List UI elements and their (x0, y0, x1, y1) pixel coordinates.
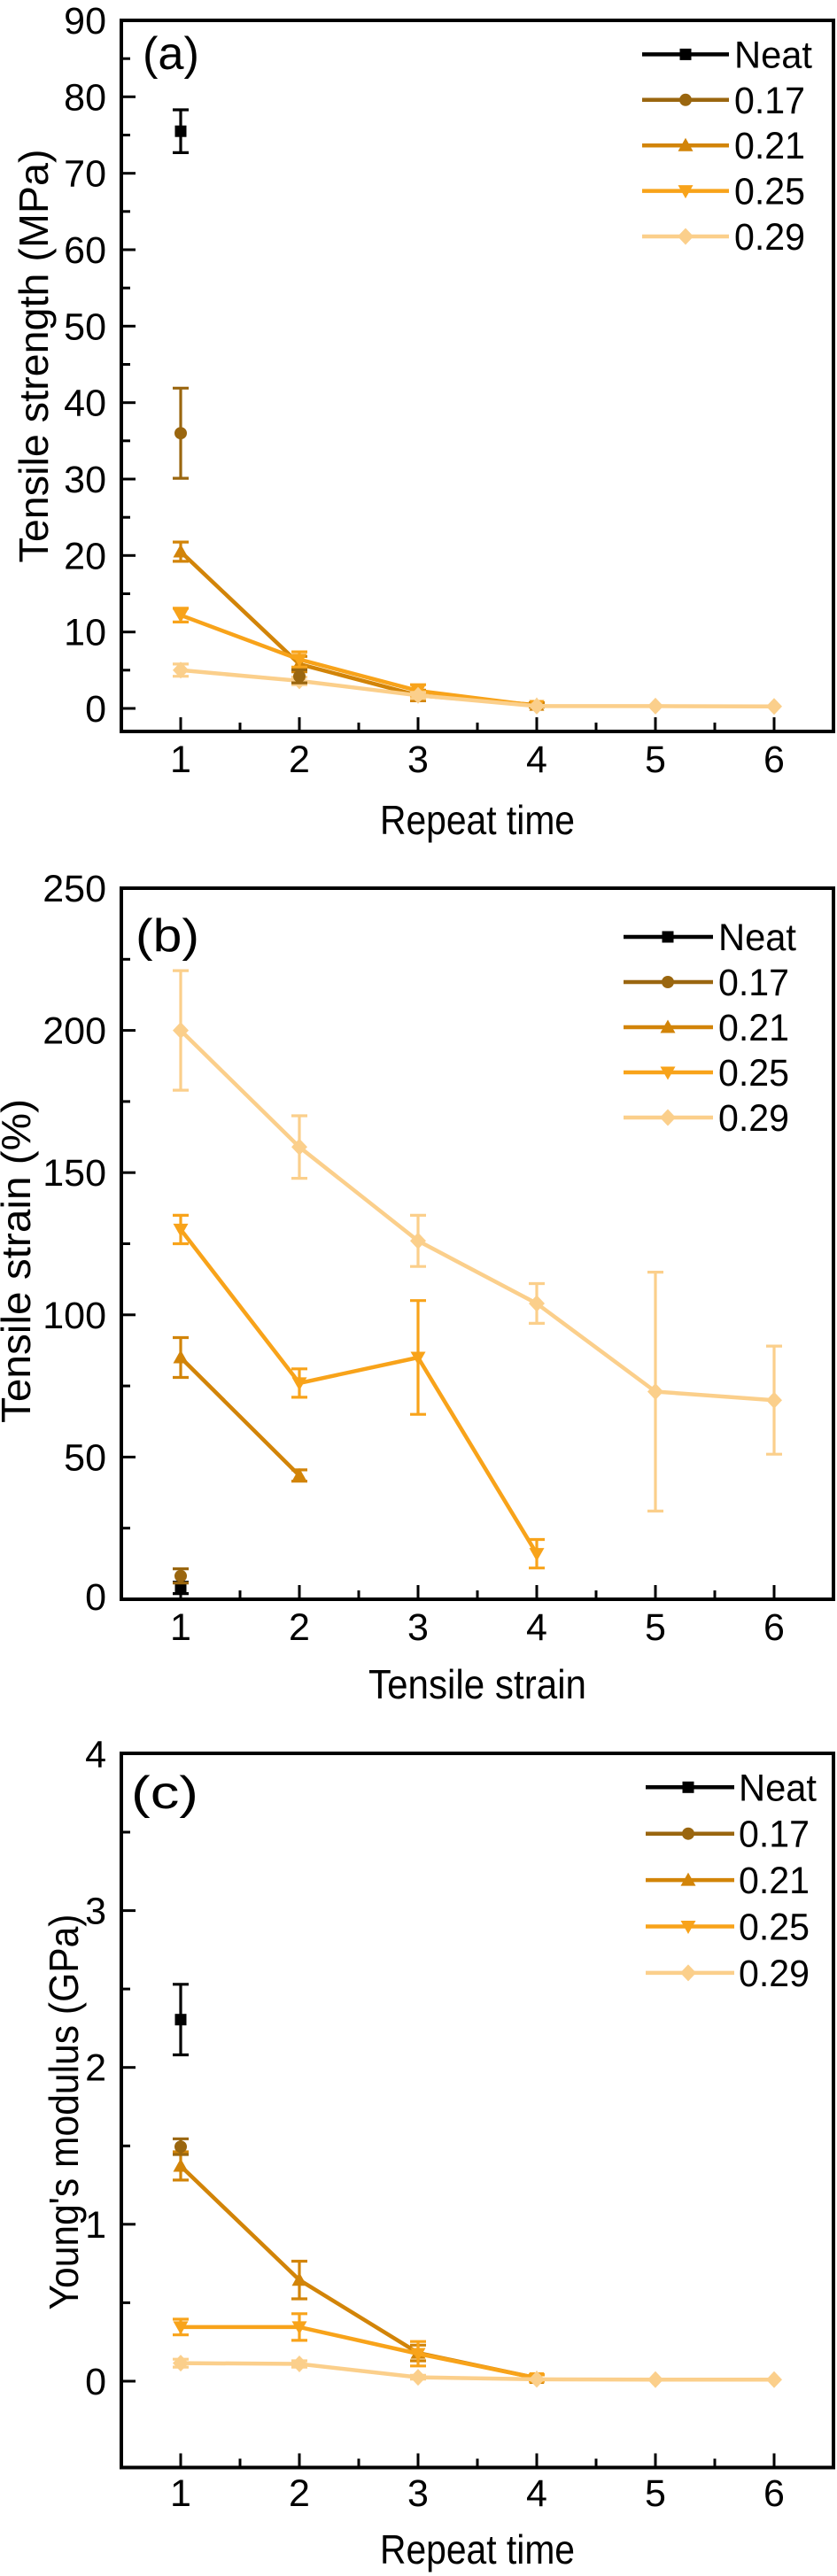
svg-text:30: 30 (64, 459, 106, 501)
svg-text:10: 10 (64, 612, 106, 654)
svg-text:(a): (a) (143, 28, 199, 80)
svg-text:6: 6 (763, 739, 785, 781)
svg-text:200: 200 (43, 1010, 106, 1053)
svg-text:50: 50 (64, 306, 106, 348)
svg-text:20: 20 (64, 535, 106, 577)
svg-text:6: 6 (763, 1606, 785, 1649)
svg-text:70: 70 (64, 153, 106, 196)
svg-text:0.17: 0.17 (739, 1814, 810, 1856)
svg-text:1: 1 (85, 2204, 106, 2247)
svg-text:40: 40 (64, 383, 106, 425)
svg-text:Young's modulus (GPa): Young's modulus (GPa) (41, 1915, 87, 2310)
svg-text:Repeat time: Repeat time (380, 797, 575, 843)
svg-text:0.29: 0.29 (734, 216, 805, 259)
svg-text:3: 3 (407, 2472, 429, 2515)
svg-text:Neat: Neat (739, 1767, 817, 1809)
svg-text:Tensile strain (%): Tensile strain (%) (0, 1099, 39, 1423)
svg-text:5: 5 (645, 739, 666, 781)
svg-text:0: 0 (85, 688, 106, 731)
svg-text:80: 80 (64, 76, 106, 119)
svg-text:4: 4 (526, 739, 547, 781)
svg-text:(b): (b) (136, 910, 199, 962)
svg-text:3: 3 (85, 1891, 106, 1933)
svg-text:0.25: 0.25 (739, 1907, 810, 1949)
svg-text:1: 1 (170, 2472, 191, 2515)
svg-text:2: 2 (289, 739, 310, 781)
svg-text:5: 5 (645, 2472, 666, 2515)
svg-text:250: 250 (43, 868, 106, 910)
svg-text:4: 4 (526, 2472, 547, 2515)
svg-text:2: 2 (85, 2047, 106, 2090)
svg-text:3: 3 (407, 1606, 429, 1649)
svg-text:0.29: 0.29 (739, 1953, 810, 1995)
svg-text:2: 2 (289, 2472, 310, 2515)
svg-text:3: 3 (407, 739, 429, 781)
svg-text:Neat: Neat (718, 917, 796, 959)
svg-text:Repeat time: Repeat time (380, 2526, 575, 2572)
svg-text:0.29: 0.29 (718, 1097, 789, 1140)
svg-text:0.25: 0.25 (718, 1052, 789, 1095)
svg-text:100: 100 (43, 1295, 106, 1337)
svg-text:Neat: Neat (734, 34, 812, 76)
svg-text:6: 6 (763, 2472, 785, 2515)
svg-text:0.17: 0.17 (734, 80, 805, 122)
svg-text:4: 4 (526, 1606, 547, 1649)
svg-text:90: 90 (64, 0, 106, 43)
svg-text:0: 0 (85, 1576, 106, 1619)
svg-text:0: 0 (85, 2361, 106, 2403)
svg-text:5: 5 (645, 1606, 666, 1649)
svg-text:0.25: 0.25 (734, 171, 805, 213)
svg-text:Tensile strength (MPa): Tensile strength (MPa) (11, 150, 57, 563)
svg-text:Tensile strain: Tensile strain (368, 1661, 586, 1707)
svg-text:0.21: 0.21 (734, 125, 805, 167)
svg-text:50: 50 (64, 1436, 106, 1479)
svg-text:(c): (c) (131, 1768, 198, 1819)
svg-text:150: 150 (43, 1152, 106, 1195)
svg-text:0.21: 0.21 (739, 1860, 810, 1902)
svg-text:2: 2 (289, 1606, 310, 1649)
svg-text:0.21: 0.21 (718, 1007, 789, 1049)
svg-text:0.17: 0.17 (718, 962, 789, 1004)
svg-text:4: 4 (85, 1733, 106, 1775)
svg-text:60: 60 (64, 229, 106, 272)
svg-text:1: 1 (170, 739, 191, 781)
svg-text:1: 1 (170, 1606, 191, 1649)
